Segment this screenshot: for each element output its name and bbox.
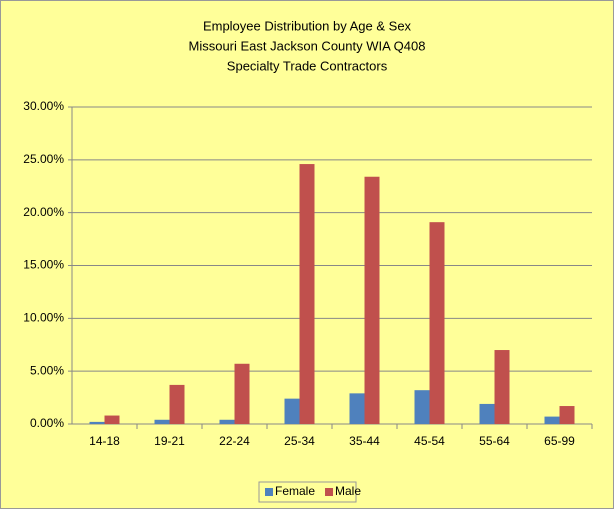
bar <box>104 415 120 424</box>
bar <box>544 416 560 424</box>
bar <box>219 419 235 424</box>
x-tick-label: 45-54 <box>414 434 445 448</box>
y-tick-label: 0.00% <box>30 416 64 430</box>
y-tick-label: 15.00% <box>23 258 64 272</box>
bar <box>494 350 510 424</box>
x-tick-label: 25-34 <box>284 434 315 448</box>
bar <box>349 393 365 424</box>
bar <box>559 406 575 424</box>
bar <box>364 176 380 424</box>
chart-title: Specialty Trade Contractors <box>227 58 388 73</box>
x-tick-label: 65-99 <box>544 434 575 448</box>
x-tick-label: 22-24 <box>219 434 250 448</box>
chart-title: Employee Distribution by Age & Sex <box>203 18 412 33</box>
y-tick-label: 5.00% <box>30 363 64 377</box>
bar <box>479 403 495 424</box>
bar <box>414 390 430 424</box>
y-tick-label: 25.00% <box>23 152 64 166</box>
x-tick-label: 14-18 <box>89 434 120 448</box>
x-tick-label: 55-64 <box>479 434 510 448</box>
x-tick-label: 19-21 <box>154 434 185 448</box>
legend-swatch <box>265 488 273 496</box>
y-tick-label: 10.00% <box>23 311 64 325</box>
bar <box>299 164 315 424</box>
bar <box>234 363 250 424</box>
legend-swatch <box>325 488 334 496</box>
bar <box>429 222 445 424</box>
legend-box <box>258 481 357 503</box>
chart-title: Missouri East Jackson County WIA Q408 <box>189 38 426 53</box>
legend-label: Male <box>335 484 361 498</box>
bar <box>154 419 170 424</box>
y-tick-label: 30.00% <box>23 99 64 113</box>
bar <box>89 421 105 424</box>
bar <box>169 384 185 424</box>
x-tick-label: 35-44 <box>349 434 380 448</box>
bar <box>284 398 300 424</box>
legend-label: Female <box>275 484 315 498</box>
y-tick-label: 20.00% <box>23 205 64 219</box>
